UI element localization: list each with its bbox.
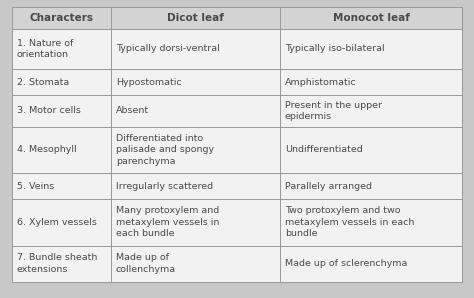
- Text: Characters: Characters: [29, 13, 93, 23]
- Text: Differentiated into
palisade and spongy
parenchyma: Differentiated into palisade and spongy …: [116, 134, 214, 166]
- Bar: [280, 95, 462, 127]
- Text: Present in the upper
epidermis: Present in the upper epidermis: [284, 100, 382, 121]
- Text: Absent: Absent: [116, 106, 149, 115]
- Bar: [280, 69, 462, 95]
- Text: Typically dorsi-ventral: Typically dorsi-ventral: [116, 44, 219, 54]
- Bar: [12, 29, 111, 69]
- Bar: [111, 7, 280, 29]
- Text: 1. Nature of
orientation: 1. Nature of orientation: [17, 39, 73, 59]
- Bar: [111, 173, 280, 199]
- Bar: [12, 199, 111, 246]
- Text: Irregularly scattered: Irregularly scattered: [116, 182, 213, 191]
- Bar: [280, 7, 462, 29]
- Bar: [12, 95, 111, 127]
- Text: 7. Bundle sheath
extensions: 7. Bundle sheath extensions: [17, 254, 97, 274]
- Bar: [280, 127, 462, 173]
- Text: 2. Stomata: 2. Stomata: [17, 77, 69, 86]
- Text: Typically iso-bilateral: Typically iso-bilateral: [284, 44, 384, 54]
- Bar: [12, 127, 111, 173]
- Bar: [280, 29, 462, 69]
- Text: Two protoxylem and two
metaxylem vessels in each
bundle: Two protoxylem and two metaxylem vessels…: [284, 207, 414, 238]
- Text: 3. Motor cells: 3. Motor cells: [17, 106, 81, 115]
- Text: Many protoxylem and
metaxylem vessels in
each bundle: Many protoxylem and metaxylem vessels in…: [116, 207, 219, 238]
- Bar: [111, 127, 280, 173]
- Text: Hypostomatic: Hypostomatic: [116, 77, 182, 86]
- Text: Monocot leaf: Monocot leaf: [333, 13, 410, 23]
- Text: 5. Veins: 5. Veins: [17, 182, 54, 191]
- Bar: [280, 173, 462, 199]
- Bar: [280, 199, 462, 246]
- Bar: [111, 246, 280, 282]
- Text: Made up of sclerenchyma: Made up of sclerenchyma: [284, 259, 407, 268]
- Text: Made up of
collenchyma: Made up of collenchyma: [116, 254, 176, 274]
- Bar: [12, 69, 111, 95]
- Bar: [12, 7, 111, 29]
- Bar: [111, 29, 280, 69]
- Bar: [111, 69, 280, 95]
- Text: Parallely arranged: Parallely arranged: [284, 182, 372, 191]
- Text: 6. Xylem vessels: 6. Xylem vessels: [17, 218, 97, 227]
- Text: 4. Mesophyll: 4. Mesophyll: [17, 145, 76, 154]
- Text: Dicot leaf: Dicot leaf: [167, 13, 224, 23]
- Bar: [111, 95, 280, 127]
- Text: Amphistomatic: Amphistomatic: [284, 77, 356, 86]
- Bar: [12, 173, 111, 199]
- Bar: [12, 246, 111, 282]
- Bar: [280, 246, 462, 282]
- Bar: [111, 199, 280, 246]
- Text: Undifferentiated: Undifferentiated: [284, 145, 363, 154]
